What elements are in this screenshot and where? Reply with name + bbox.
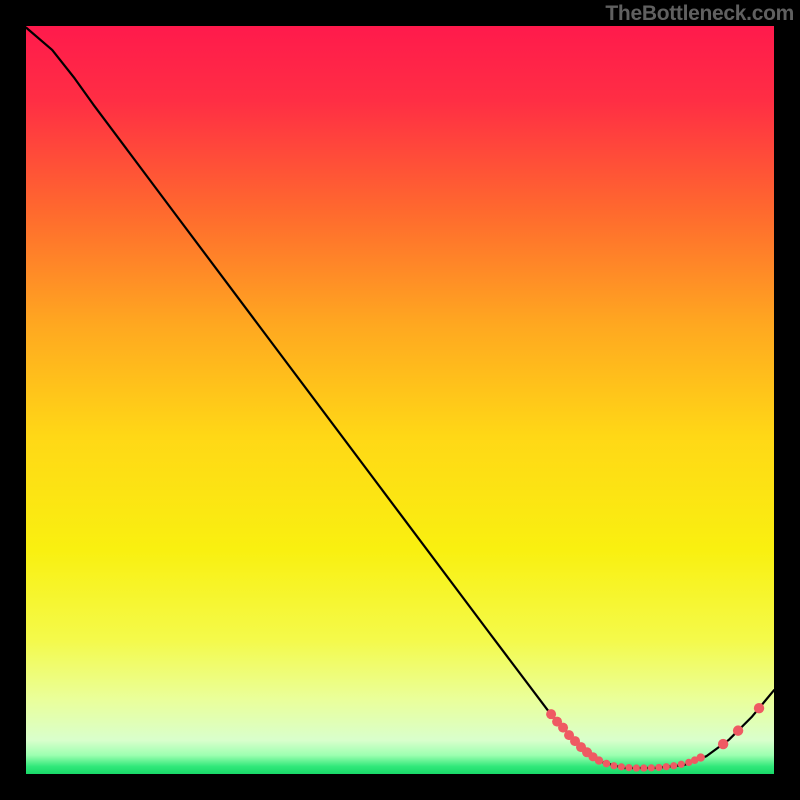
curve-marker: [663, 763, 670, 770]
curve-marker: [595, 756, 603, 764]
curve-marker: [670, 762, 677, 769]
curve-marker: [678, 761, 685, 768]
curve-marker: [733, 725, 743, 735]
curve-marker: [633, 764, 640, 771]
curve-marker: [640, 764, 647, 771]
curve-marker: [697, 753, 705, 761]
bottleneck-chart: [0, 0, 800, 800]
curve-marker: [603, 760, 611, 768]
curve-marker: [610, 762, 617, 769]
curve-marker: [754, 703, 764, 713]
chart-container: TheBottleneck.com: [0, 0, 800, 800]
gradient-background: [26, 26, 774, 774]
curve-marker: [648, 764, 655, 771]
curve-marker: [625, 764, 632, 771]
watermark-text: TheBottleneck.com: [605, 2, 794, 26]
curve-marker: [618, 763, 625, 770]
curve-marker: [655, 764, 662, 771]
curve-marker: [718, 739, 728, 749]
